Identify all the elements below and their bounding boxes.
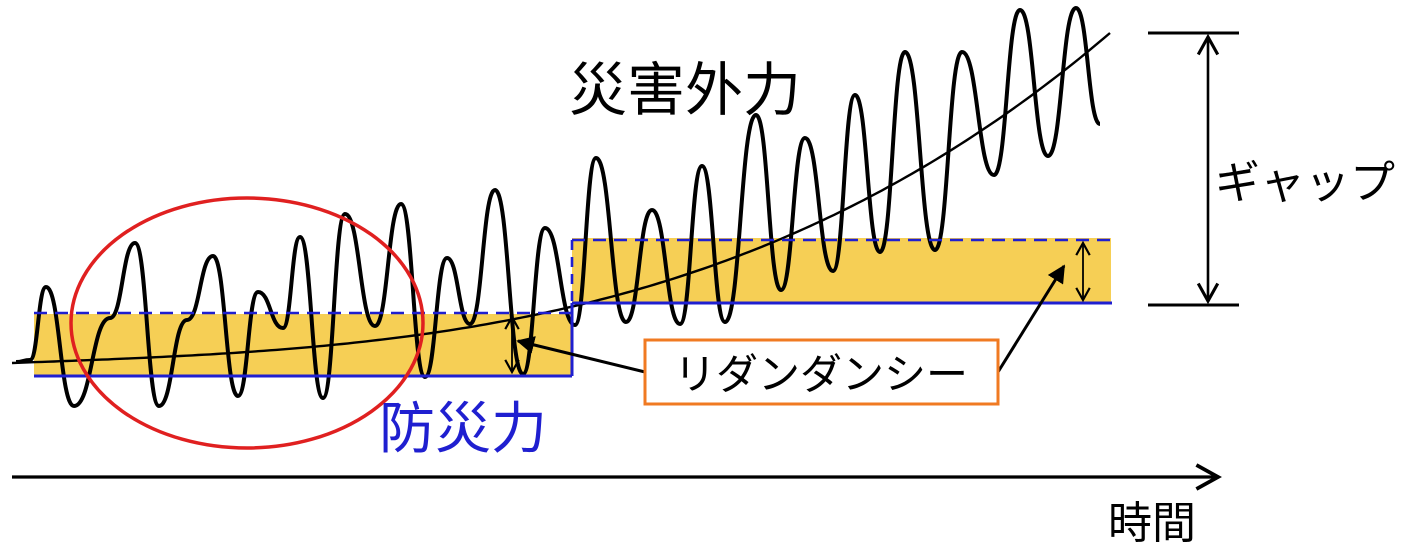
- callout-pointer-right: [996, 264, 1066, 373]
- redundancy-callout-box: [643, 338, 1000, 406]
- redundancy-label: リダンダンシー: [674, 350, 968, 399]
- callout-pointer-left: [516, 336, 646, 374]
- hazard-label: 災害外力: [569, 56, 801, 124]
- highlight-ellipse: [69, 196, 425, 450]
- gap-label: ギャップ: [1215, 156, 1395, 209]
- hazard-trend-curve: [11, 32, 1111, 365]
- hazard-wave-curve: [15, 6, 1102, 408]
- time-axis-label: 時間: [1108, 498, 1196, 547]
- capacity-band-right: [572, 238, 1111, 303]
- capacity-label: 防災力: [379, 397, 547, 462]
